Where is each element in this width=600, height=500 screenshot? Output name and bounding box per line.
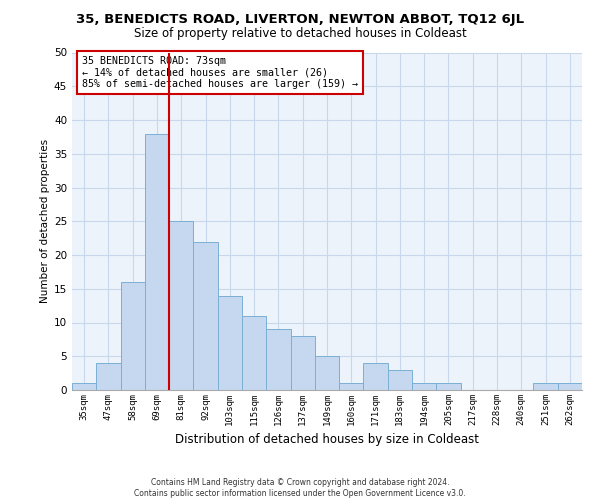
Bar <box>436 383 461 390</box>
Text: 35 BENEDICTS ROAD: 73sqm
← 14% of detached houses are smaller (26)
85% of semi-d: 35 BENEDICTS ROAD: 73sqm ← 14% of detach… <box>82 56 358 89</box>
Bar <box>72 383 96 390</box>
Y-axis label: Number of detached properties: Number of detached properties <box>40 139 50 304</box>
Text: Contains HM Land Registry data © Crown copyright and database right 2024.
Contai: Contains HM Land Registry data © Crown c… <box>134 478 466 498</box>
Bar <box>266 329 290 390</box>
Bar <box>315 356 339 390</box>
Bar <box>242 316 266 390</box>
Bar <box>558 383 582 390</box>
Bar <box>193 242 218 390</box>
Bar <box>290 336 315 390</box>
Bar <box>218 296 242 390</box>
Text: Size of property relative to detached houses in Coldeast: Size of property relative to detached ho… <box>134 28 466 40</box>
Bar <box>96 363 121 390</box>
Bar <box>121 282 145 390</box>
Bar <box>339 383 364 390</box>
X-axis label: Distribution of detached houses by size in Coldeast: Distribution of detached houses by size … <box>175 434 479 446</box>
Bar <box>533 383 558 390</box>
Bar <box>388 370 412 390</box>
Bar <box>364 363 388 390</box>
Bar <box>145 134 169 390</box>
Bar <box>169 221 193 390</box>
Text: 35, BENEDICTS ROAD, LIVERTON, NEWTON ABBOT, TQ12 6JL: 35, BENEDICTS ROAD, LIVERTON, NEWTON ABB… <box>76 12 524 26</box>
Bar <box>412 383 436 390</box>
